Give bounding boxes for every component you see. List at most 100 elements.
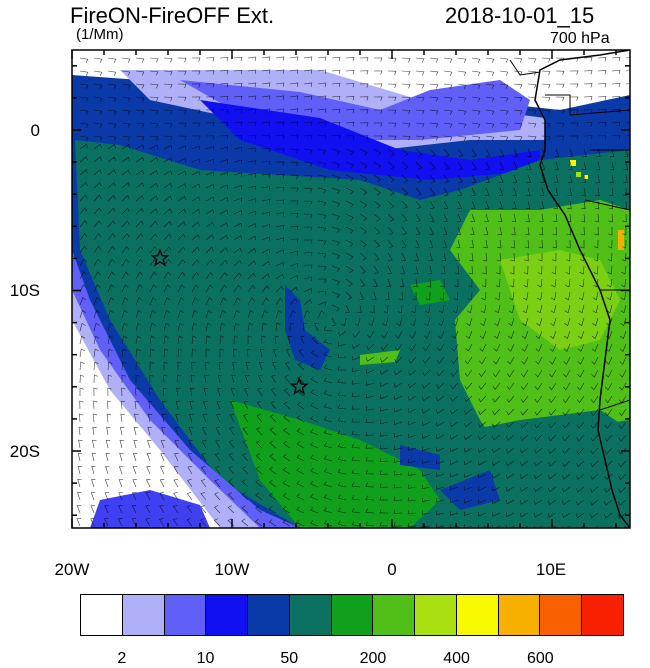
wind-barb: [373, 174, 382, 183]
wind-barb: [189, 400, 194, 410]
wind-barb: [436, 408, 445, 415]
wind-barb: [282, 440, 291, 449]
wind-barb: [323, 351, 333, 358]
wind-barb: [366, 356, 375, 362]
wind-barb: [494, 317, 501, 327]
wind-barb: [464, 421, 473, 428]
wind-barb: [275, 249, 284, 255]
wind-barb: [566, 239, 571, 249]
wind-barb: [121, 83, 131, 89]
wind-barb: [149, 83, 159, 89]
wind-barb: [443, 200, 449, 209]
wind-barb: [359, 187, 368, 195]
wind-barb: [422, 446, 431, 452]
wind-barb: [437, 343, 445, 352]
wind-barb: [317, 252, 327, 258]
wind-barb: [187, 479, 193, 488]
wind-barb: [620, 291, 627, 301]
wind-barb: [373, 57, 383, 62]
wind-barb: [230, 401, 235, 410]
wind-barb: [359, 200, 368, 208]
wind-barb: [296, 467, 305, 475]
wind-barb: [187, 453, 193, 462]
wind-barb: [135, 361, 141, 371]
wind-barb: [566, 226, 571, 236]
wind-barb: [548, 447, 557, 455]
wind-barb: [576, 434, 585, 442]
wind-barb: [135, 70, 145, 76]
wind-barb: [132, 453, 138, 462]
wind-barb: [289, 121, 299, 126]
wind-barb: [401, 226, 408, 235]
wind-barb: [205, 83, 215, 88]
wind-barb: [387, 96, 397, 102]
wind-barb: [464, 460, 473, 466]
wind-barb: [296, 493, 305, 501]
wind-barb: [607, 252, 613, 262]
wind-barb: [91, 479, 96, 488]
wind-barb: [219, 348, 224, 358]
wind-barb: [415, 70, 425, 76]
wind-barb: [257, 388, 263, 397]
wind-barb: [548, 395, 557, 404]
wind-barb: [564, 317, 571, 327]
wind-barb: [107, 207, 116, 215]
wind-barb: [317, 200, 327, 207]
wind-barb: [261, 236, 270, 241]
wind-barb: [618, 447, 627, 455]
wind-barb: [471, 135, 481, 141]
wind-barb: [345, 161, 354, 169]
wind-barb: [604, 473, 613, 481]
wind-barb: [604, 408, 613, 417]
wind-barb: [149, 220, 158, 228]
wind-barb: [268, 505, 277, 514]
wind-barb: [606, 330, 613, 339]
wind-barb: [118, 505, 123, 514]
wind-barb: [554, 148, 560, 157]
wind-barb: [429, 70, 439, 76]
wind-barb: [359, 174, 368, 182]
wind-barb: [146, 466, 151, 475]
wind-barb: [188, 427, 193, 436]
wind-barb: [163, 348, 169, 358]
wind-barb: [135, 109, 145, 115]
wind-barb: [337, 442, 347, 449]
wind-barb: [484, 200, 490, 209]
wind-barb: [621, 278, 627, 288]
wind-barb: [289, 262, 298, 268]
wind-barb: [121, 96, 131, 102]
wind-barb: [583, 70, 593, 75]
wind-barb: [331, 174, 341, 181]
wind-barb: [625, 109, 630, 111]
wind-barb: [538, 253, 543, 262]
wind-barb: [540, 161, 546, 170]
wind-barb: [149, 182, 158, 189]
wind-barb: [149, 144, 158, 150]
wind-barb: [93, 322, 100, 332]
wind-barb: [345, 304, 350, 313]
wind-barb: [520, 473, 529, 480]
wind-barb: [219, 109, 229, 114]
wind-barb: [191, 183, 200, 189]
wind-barb: [569, 96, 579, 101]
wind-barb: [555, 96, 565, 102]
wind-barb: [219, 197, 228, 202]
wind-barb: [409, 330, 417, 339]
wind-barb: [261, 95, 271, 100]
wind-barb: [149, 271, 157, 280]
wind-barb: [520, 382, 529, 391]
wind-barb: [454, 265, 460, 275]
wind-barb: [456, 226, 462, 235]
wind-barb: [289, 213, 299, 218]
wind-barb: [552, 226, 558, 236]
wind-barb: [205, 335, 211, 345]
wind-barb: [415, 135, 425, 141]
colorbar-label: 10: [196, 650, 215, 667]
wind-barb: [107, 322, 114, 332]
wind-barb: [359, 161, 368, 169]
wind-barb: [241, 505, 249, 514]
wind-barb: [159, 505, 165, 514]
wind-barb: [415, 200, 422, 209]
lat-axis-labels: 0 10S 20S: [10, 121, 40, 461]
wind-barb: [359, 291, 364, 300]
